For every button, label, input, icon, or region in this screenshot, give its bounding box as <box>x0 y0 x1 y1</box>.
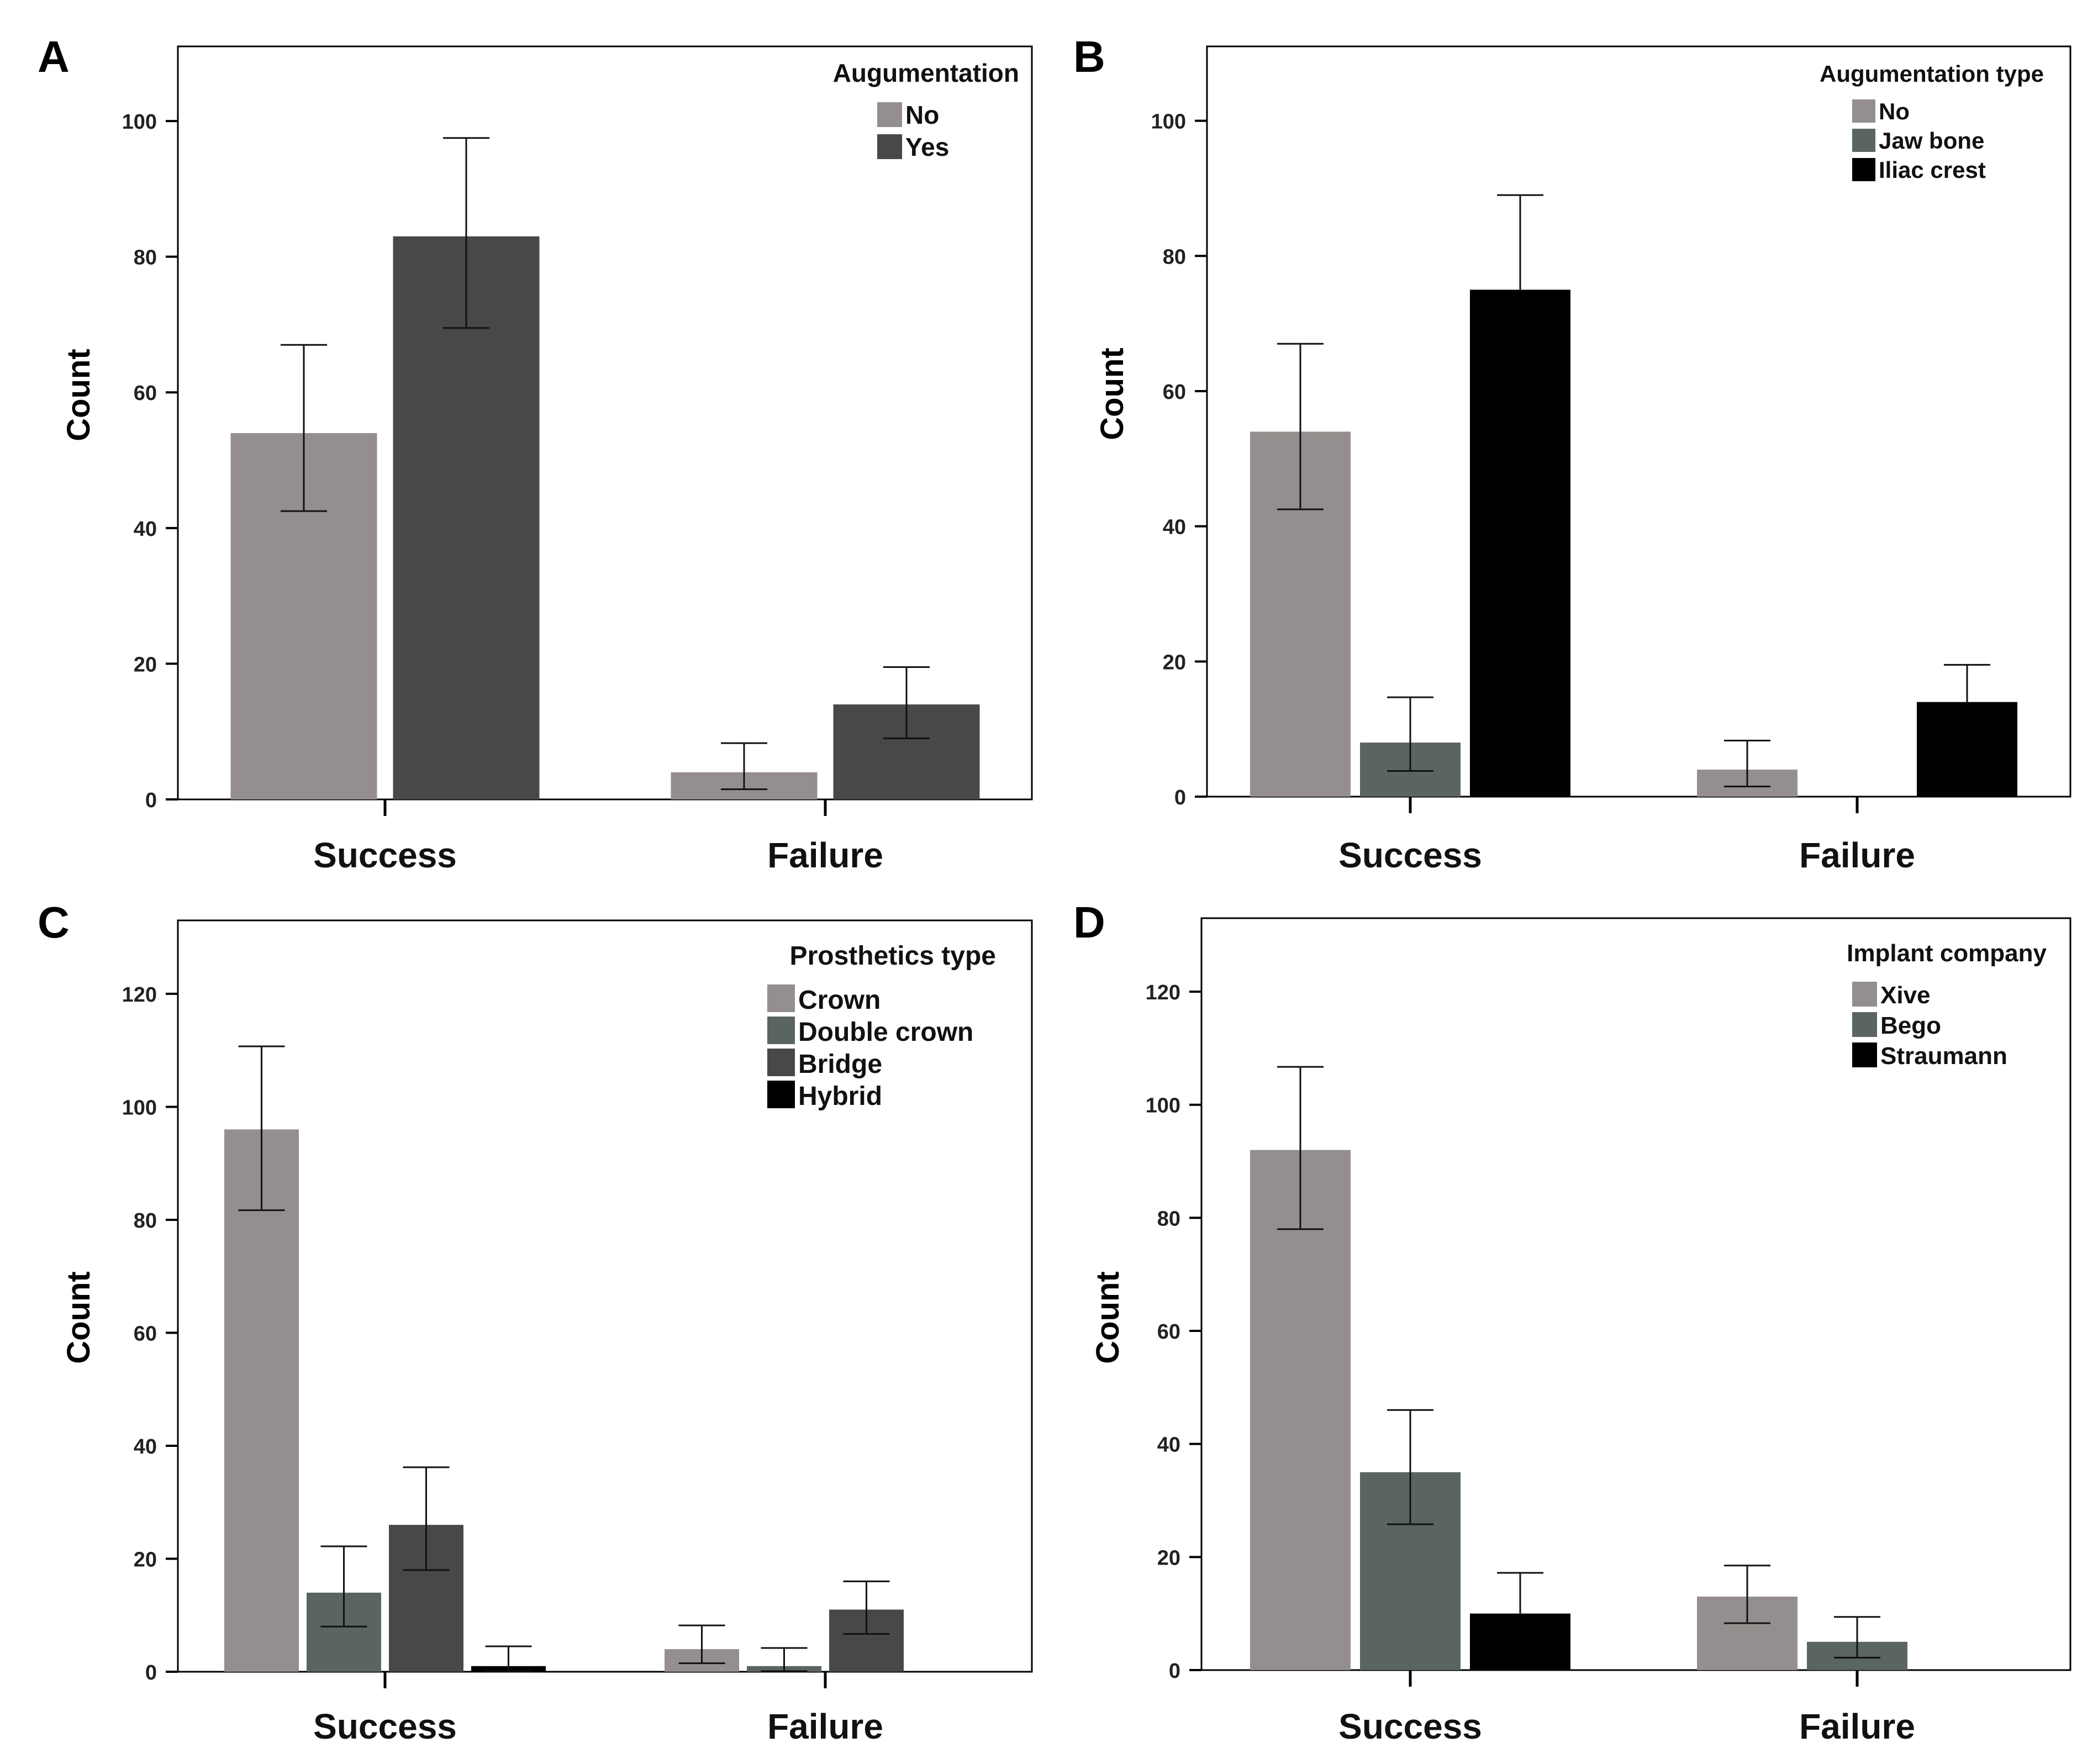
y-tick-label: 20 <box>134 1548 157 1571</box>
x-category-label: Failure <box>1799 835 1915 875</box>
panel-a: A 0 20 40 60 80 100 Count Success Failure Augument… <box>38 32 1033 875</box>
x-category-label: Success <box>313 835 457 875</box>
y-tick-label: 0 <box>145 1661 157 1684</box>
y-tick-label: 40 <box>1163 516 1186 539</box>
plot-frame <box>1200 917 2071 1671</box>
y-axis-label: Count <box>61 1271 97 1364</box>
legend-swatch <box>767 984 795 1012</box>
legend-label: Bridge <box>798 1050 882 1079</box>
x-category-label: Success <box>1338 1707 1482 1746</box>
y-tick-label: 100 <box>1151 110 1186 134</box>
legend-swatch <box>1852 1012 1877 1037</box>
legend-label: No <box>1879 98 1910 124</box>
legend-swatch <box>1852 982 1877 1007</box>
y-axis-label: Count <box>61 349 97 441</box>
y-tick-label: 40 <box>134 1435 157 1458</box>
y-tick-label: 120 <box>122 983 157 1007</box>
legend-label: Hybrid <box>798 1082 882 1111</box>
y-tick-label: 60 <box>134 382 157 405</box>
y-tick-label: 60 <box>134 1322 157 1345</box>
legend: Augumentation No Yes <box>833 59 1019 161</box>
legend: Prosthetics type Crown Double crown Bridge H… <box>767 941 996 1111</box>
legend-swatch <box>877 102 902 127</box>
legend-swatch <box>877 134 902 159</box>
legend-swatch <box>1852 99 1875 123</box>
panel-b: B 0 20 40 60 80 100 Count Success Failure Augument… <box>1073 32 2071 875</box>
y-tick-label: 40 <box>134 518 157 541</box>
legend-swatch <box>767 1017 795 1044</box>
y-tick-label: 20 <box>1157 1546 1180 1570</box>
legend: Augumentation type No Jaw bone Iliac crest <box>1820 61 2044 183</box>
y-tick-label: 0 <box>1169 1660 1180 1683</box>
legend-label: Yes <box>905 133 949 161</box>
y-tick-label: 120 <box>1146 981 1180 1004</box>
y-axis-label: Count <box>1090 1271 1126 1364</box>
plot-frame <box>177 919 1033 1673</box>
bar-crown-success <box>224 1129 299 1672</box>
x-category-label: Success <box>313 1707 457 1746</box>
y-tick-label: 60 <box>1157 1320 1180 1344</box>
legend-label: Xive <box>1880 982 1931 1009</box>
y-tick-label: 80 <box>134 1209 157 1233</box>
bar-iliac-crest-success <box>1470 289 1570 797</box>
y-tick-label: 60 <box>1163 381 1186 404</box>
y-axis-label: Count <box>1094 347 1130 440</box>
legend-title: Augumentation type <box>1820 61 2044 87</box>
y-tick-label: 100 <box>122 1096 157 1119</box>
legend-swatch <box>1852 158 1875 181</box>
panel-d: D 0 20 40 60 80 100 120 Count Success Failure Impla… <box>1073 898 2071 1746</box>
legend-swatch <box>1852 1042 1877 1067</box>
panel-letter: D <box>1073 898 1105 947</box>
y-tick-label: 80 <box>134 246 157 270</box>
panel-c: C 0 20 40 60 80 100 120 Count Success Failure Prost… <box>38 898 1033 1746</box>
legend-label: Crown <box>798 986 881 1015</box>
legend-label: No <box>905 101 939 129</box>
y-tick-label: 80 <box>1157 1207 1180 1230</box>
bar-straumann-success <box>1470 1613 1570 1670</box>
legend-label: Jaw bone <box>1879 128 1984 154</box>
legend-swatch <box>1852 129 1875 152</box>
y-tick-label: 0 <box>1174 786 1186 809</box>
legend-swatch <box>767 1049 795 1076</box>
plot-frame <box>177 45 1033 801</box>
legend-swatch <box>767 1081 795 1108</box>
x-category-label: Failure <box>767 835 883 875</box>
plot-frame <box>1206 45 2071 798</box>
x-category-label: Failure <box>767 1707 883 1746</box>
y-tick-label: 80 <box>1163 245 1186 268</box>
legend-label: Bego <box>1880 1012 1941 1039</box>
panel-letter: A <box>38 32 70 81</box>
bar-xive-success <box>1250 1150 1351 1670</box>
y-tick-label: 40 <box>1157 1434 1180 1457</box>
y-tick-label: 100 <box>1146 1094 1180 1118</box>
x-category-label: Failure <box>1799 1707 1915 1746</box>
bar-yes-success <box>393 236 540 799</box>
legend: Implant company Xive Bego Straumann <box>1847 940 2047 1070</box>
legend-label: Double crown <box>798 1018 973 1047</box>
legend-title: Implant company <box>1847 940 2047 967</box>
legend-label: Straumann <box>1880 1042 2007 1070</box>
y-tick-label: 20 <box>134 653 157 676</box>
legend-label: Iliac crest <box>1879 157 1986 183</box>
y-tick-label: 20 <box>1163 651 1186 674</box>
legend-title: Augumentation <box>833 59 1019 87</box>
panel-letter: B <box>1073 32 1105 81</box>
y-tick-label: 0 <box>145 789 157 812</box>
panel-letter: C <box>38 898 70 947</box>
y-tick-label: 100 <box>122 110 157 134</box>
bar-iliac-crest-failure <box>1917 702 2017 797</box>
x-category-label: Success <box>1338 835 1482 875</box>
legend-title: Prosthetics type <box>790 941 996 971</box>
